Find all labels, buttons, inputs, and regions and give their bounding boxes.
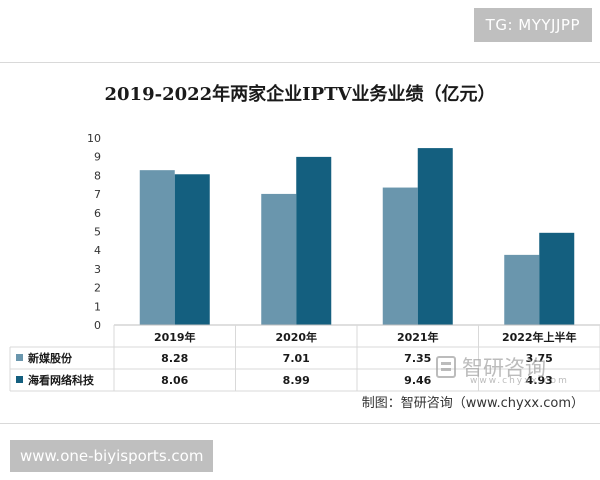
chart-title: 2019-2022年两家企业IPTV业务业绩（亿元）: [104, 84, 496, 105]
y-tick-label: 5: [94, 226, 101, 239]
data-label: 7.35: [404, 352, 431, 365]
bar: [504, 254, 540, 325]
source-note: 制图：智研咨询（www.chyxx.com）: [361, 396, 584, 411]
tg-badge: TG: MYYJJPP: [473, 8, 592, 42]
watermark-url: www.chyxx.com: [470, 376, 569, 386]
data-label: 8.99: [283, 374, 310, 387]
legend-label: 海看网络科技: [28, 373, 95, 387]
y-tick-label: 7: [94, 188, 101, 201]
y-tick-label: 9: [94, 151, 101, 164]
watermark-brand: 智研咨询: [462, 356, 546, 380]
data-label: 9.46: [404, 374, 431, 387]
data-label: 4.93: [526, 374, 553, 387]
data-label: 7.01: [283, 352, 310, 365]
y-tick-label: 8: [94, 169, 101, 182]
data-label: 8.06: [161, 374, 188, 387]
y-tick-label: 1: [94, 300, 101, 313]
y-tick-label: 3: [94, 263, 101, 276]
y-tick-label: 10: [87, 132, 101, 145]
bar: [417, 148, 453, 325]
bar: [261, 193, 297, 325]
legend-swatch: [16, 376, 23, 383]
y-tick-label: 0: [94, 319, 101, 332]
category-label: 2022年上半年: [502, 330, 577, 344]
footer-url-badge[interactable]: www.one-biyisports.com: [10, 440, 214, 472]
watermark: 智研咨询 www.chyxx.com: [436, 352, 567, 386]
data-label: 8.28: [161, 352, 188, 365]
y-tick-label: 4: [94, 244, 101, 257]
y-tick-label: 2: [94, 282, 101, 295]
bar: [382, 187, 418, 325]
bar: [296, 156, 332, 325]
legend-swatch: [16, 354, 23, 361]
bar: [174, 174, 210, 325]
category-label: 2020年: [275, 330, 317, 344]
legend-label: 新媒股份: [28, 351, 73, 365]
bar: [539, 232, 575, 325]
y-tick-label: 6: [94, 207, 101, 220]
category-label: 2021年: [397, 330, 439, 344]
category-label: 2019年: [154, 330, 196, 344]
bar: [139, 170, 175, 325]
data-label: 3.75: [526, 352, 553, 365]
chyxx-logo-icon: [436, 356, 456, 378]
